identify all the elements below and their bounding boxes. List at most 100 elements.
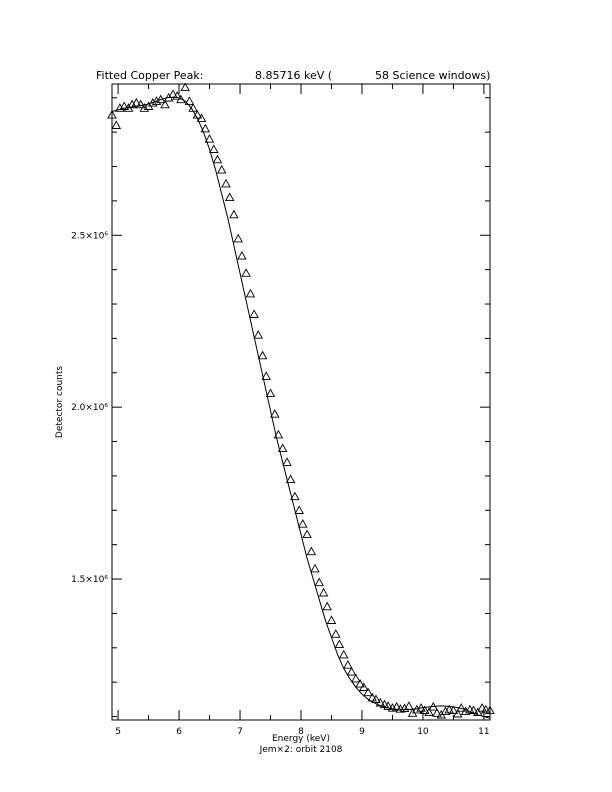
data-point-triangle: [424, 707, 434, 717]
data-point-triangle: [343, 660, 353, 669]
data-point-triangle: [452, 708, 463, 718]
x-tick-label: 9: [359, 727, 365, 737]
data-point-triangle: [448, 705, 459, 715]
data-point-triangle: [192, 109, 203, 119]
data-point-triangle: [249, 309, 259, 318]
data-point-triangle: [212, 154, 223, 164]
data-point-triangle: [270, 409, 280, 418]
x-tick-label: 10: [417, 727, 429, 737]
y-axis-tick-labels: 1.5×10⁶ 2.0×10⁶ 2.5×10⁶: [71, 231, 108, 585]
x-tick-label: 7: [237, 727, 243, 737]
data-point-triangle: [257, 350, 268, 360]
data-point-triangle: [302, 529, 312, 539]
data-point-triangle: [428, 701, 439, 711]
data-point-triangle: [290, 491, 300, 501]
data-point-triangle: [156, 94, 166, 104]
data-point-triangle: [326, 615, 337, 624]
data-point-triangle: [172, 91, 182, 100]
data-point-triangle: [282, 457, 292, 466]
data-point-triangle: [241, 268, 251, 277]
data-point-triangle: [209, 144, 219, 153]
data-point-triangle: [375, 697, 386, 707]
data-point-triangle: [224, 192, 235, 202]
data-point-triangle: [151, 96, 162, 105]
x-tick-label: 8: [298, 727, 304, 737]
data-point-triangle: [383, 701, 393, 710]
data-point-triangle: [261, 371, 271, 380]
data-point-triangle: [391, 701, 402, 711]
data-point-triangle: [196, 113, 207, 123]
data-point-triangle: [338, 649, 349, 659]
data-point-triangle: [148, 97, 158, 107]
data-point-triangle: [322, 601, 332, 611]
data-point-triangle: [334, 639, 345, 649]
data-point-triangle: [127, 99, 137, 109]
data-point-triangle: [135, 99, 146, 109]
y-axis-label: Detector counts: [55, 366, 65, 438]
data-point-triangle: [460, 706, 471, 716]
chart-title-label: Fitted Copper Peak:: [96, 69, 203, 82]
data-point-triangle: [180, 82, 190, 92]
data-points: [107, 82, 495, 719]
data-point-triangle: [115, 103, 125, 112]
data-point-triangle: [359, 682, 369, 691]
y-tick-label: 2.0×10⁶: [71, 403, 108, 413]
data-point-triangle: [168, 89, 178, 98]
data-point-triangle: [229, 209, 239, 219]
data-point-triangle: [346, 666, 357, 676]
chart-subtitle: Jem×2: orbit 2108: [259, 745, 343, 755]
data-point-triangle: [363, 687, 373, 697]
data-point-triangle: [265, 388, 276, 398]
data-point-triangle: [160, 99, 170, 109]
data-point-triangle: [416, 703, 426, 712]
y-tick-label: 2.5×10⁶: [71, 231, 108, 241]
data-point-triangle: [314, 577, 325, 587]
data-point-triangle: [477, 703, 487, 712]
data-point-triangle: [485, 705, 495, 715]
data-point-triangle: [306, 546, 317, 556]
data-point-triangle: [245, 288, 256, 298]
data-point-triangle: [221, 178, 231, 188]
data-point-triangle: [294, 505, 304, 514]
data-point-triangle: [107, 109, 117, 119]
data-point-triangle: [273, 429, 284, 439]
data-point-triangle: [432, 708, 442, 717]
data-point-triangle: [200, 123, 211, 133]
x-tick-label: 6: [176, 727, 182, 737]
data-point-triangle: [440, 706, 451, 716]
y-axis-ticks: [112, 97, 490, 718]
data-point-triangle: [139, 103, 150, 112]
data-point-triangle: [367, 692, 378, 702]
data-point-triangle: [355, 678, 365, 688]
data-point-triangle: [444, 704, 454, 714]
data-point-triangle: [331, 629, 341, 638]
data-point-triangle: [298, 519, 308, 528]
data-point-triangle: [237, 250, 247, 260]
data-point-triangle: [233, 233, 243, 243]
data-point-triangle: [131, 97, 142, 107]
x-axis-ticks: [117, 84, 485, 720]
data-point-triangle: [277, 443, 288, 453]
plot-frame: [111, 83, 491, 721]
data-point-triangle: [351, 673, 361, 683]
x-axis-tick-labels: 5 6 7 8 9 10 11: [115, 727, 489, 737]
y-tick-label: 1.5×10⁶: [71, 575, 108, 585]
data-point-triangle: [111, 120, 122, 129]
data-point-triangle: [204, 134, 215, 143]
chart-title-window-count: 58 Science windows): [375, 69, 490, 82]
data-point-triangle: [310, 563, 320, 573]
data-point-triangle: [119, 101, 129, 110]
x-tick-label: 5: [115, 727, 121, 737]
x-tick-label: 11: [478, 727, 489, 737]
data-point-triangle: [412, 704, 422, 714]
data-point-triangle: [379, 699, 390, 709]
data-point-triangle: [480, 704, 491, 714]
data-point-triangle: [468, 705, 479, 715]
data-point-triangle: [184, 96, 195, 105]
data-point-triangle: [216, 164, 227, 174]
data-point-triangle: [404, 701, 414, 710]
data-point-triangle: [399, 703, 410, 712]
data-point-triangle: [253, 330, 264, 339]
data-point-triangle: [473, 707, 483, 717]
